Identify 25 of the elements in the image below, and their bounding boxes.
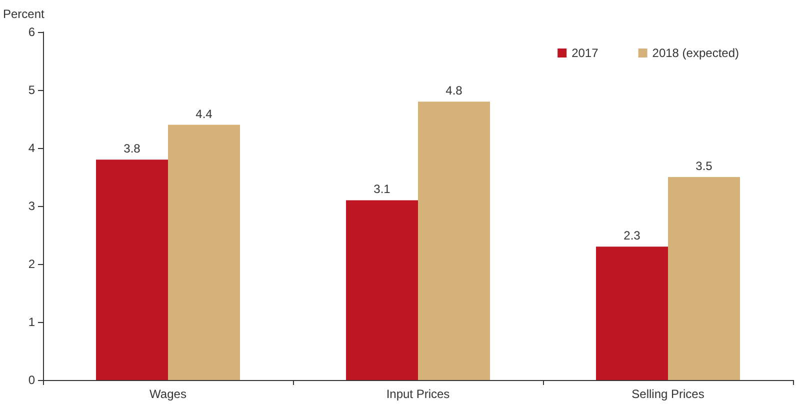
bar — [346, 200, 418, 380]
bar — [418, 102, 490, 380]
bar — [168, 124, 240, 380]
data-label: 3.1 — [374, 182, 391, 196]
bar — [668, 177, 740, 380]
data-label: 4.4 — [196, 106, 213, 121]
legend-label: 2017 — [572, 46, 599, 60]
x-tick-label: Selling Prices — [632, 387, 704, 401]
y-tick-label: 6 — [28, 25, 36, 39]
y-tick-label: 2 — [28, 257, 36, 271]
data-label: 4.8 — [446, 84, 463, 98]
data-label: 3.5 — [696, 159, 713, 173]
y-tick-label: 4 — [28, 141, 36, 155]
x-tick-label: Wages — [150, 387, 186, 401]
legend-label: 2018 (expected) — [652, 46, 740, 60]
y-tick-label: 1 — [28, 315, 36, 329]
y-tick-label: 3 — [28, 199, 36, 213]
y-tick-label: 0 — [28, 373, 36, 387]
x-tick-label: Input Prices — [386, 387, 450, 401]
bar — [596, 246, 668, 380]
y-axis-title: Percent — [3, 7, 46, 21]
bar — [96, 160, 168, 380]
data-label: 2.3 — [624, 228, 641, 243]
data-label: 3.8 — [124, 142, 141, 156]
y-tick-label: 5 — [28, 83, 36, 97]
